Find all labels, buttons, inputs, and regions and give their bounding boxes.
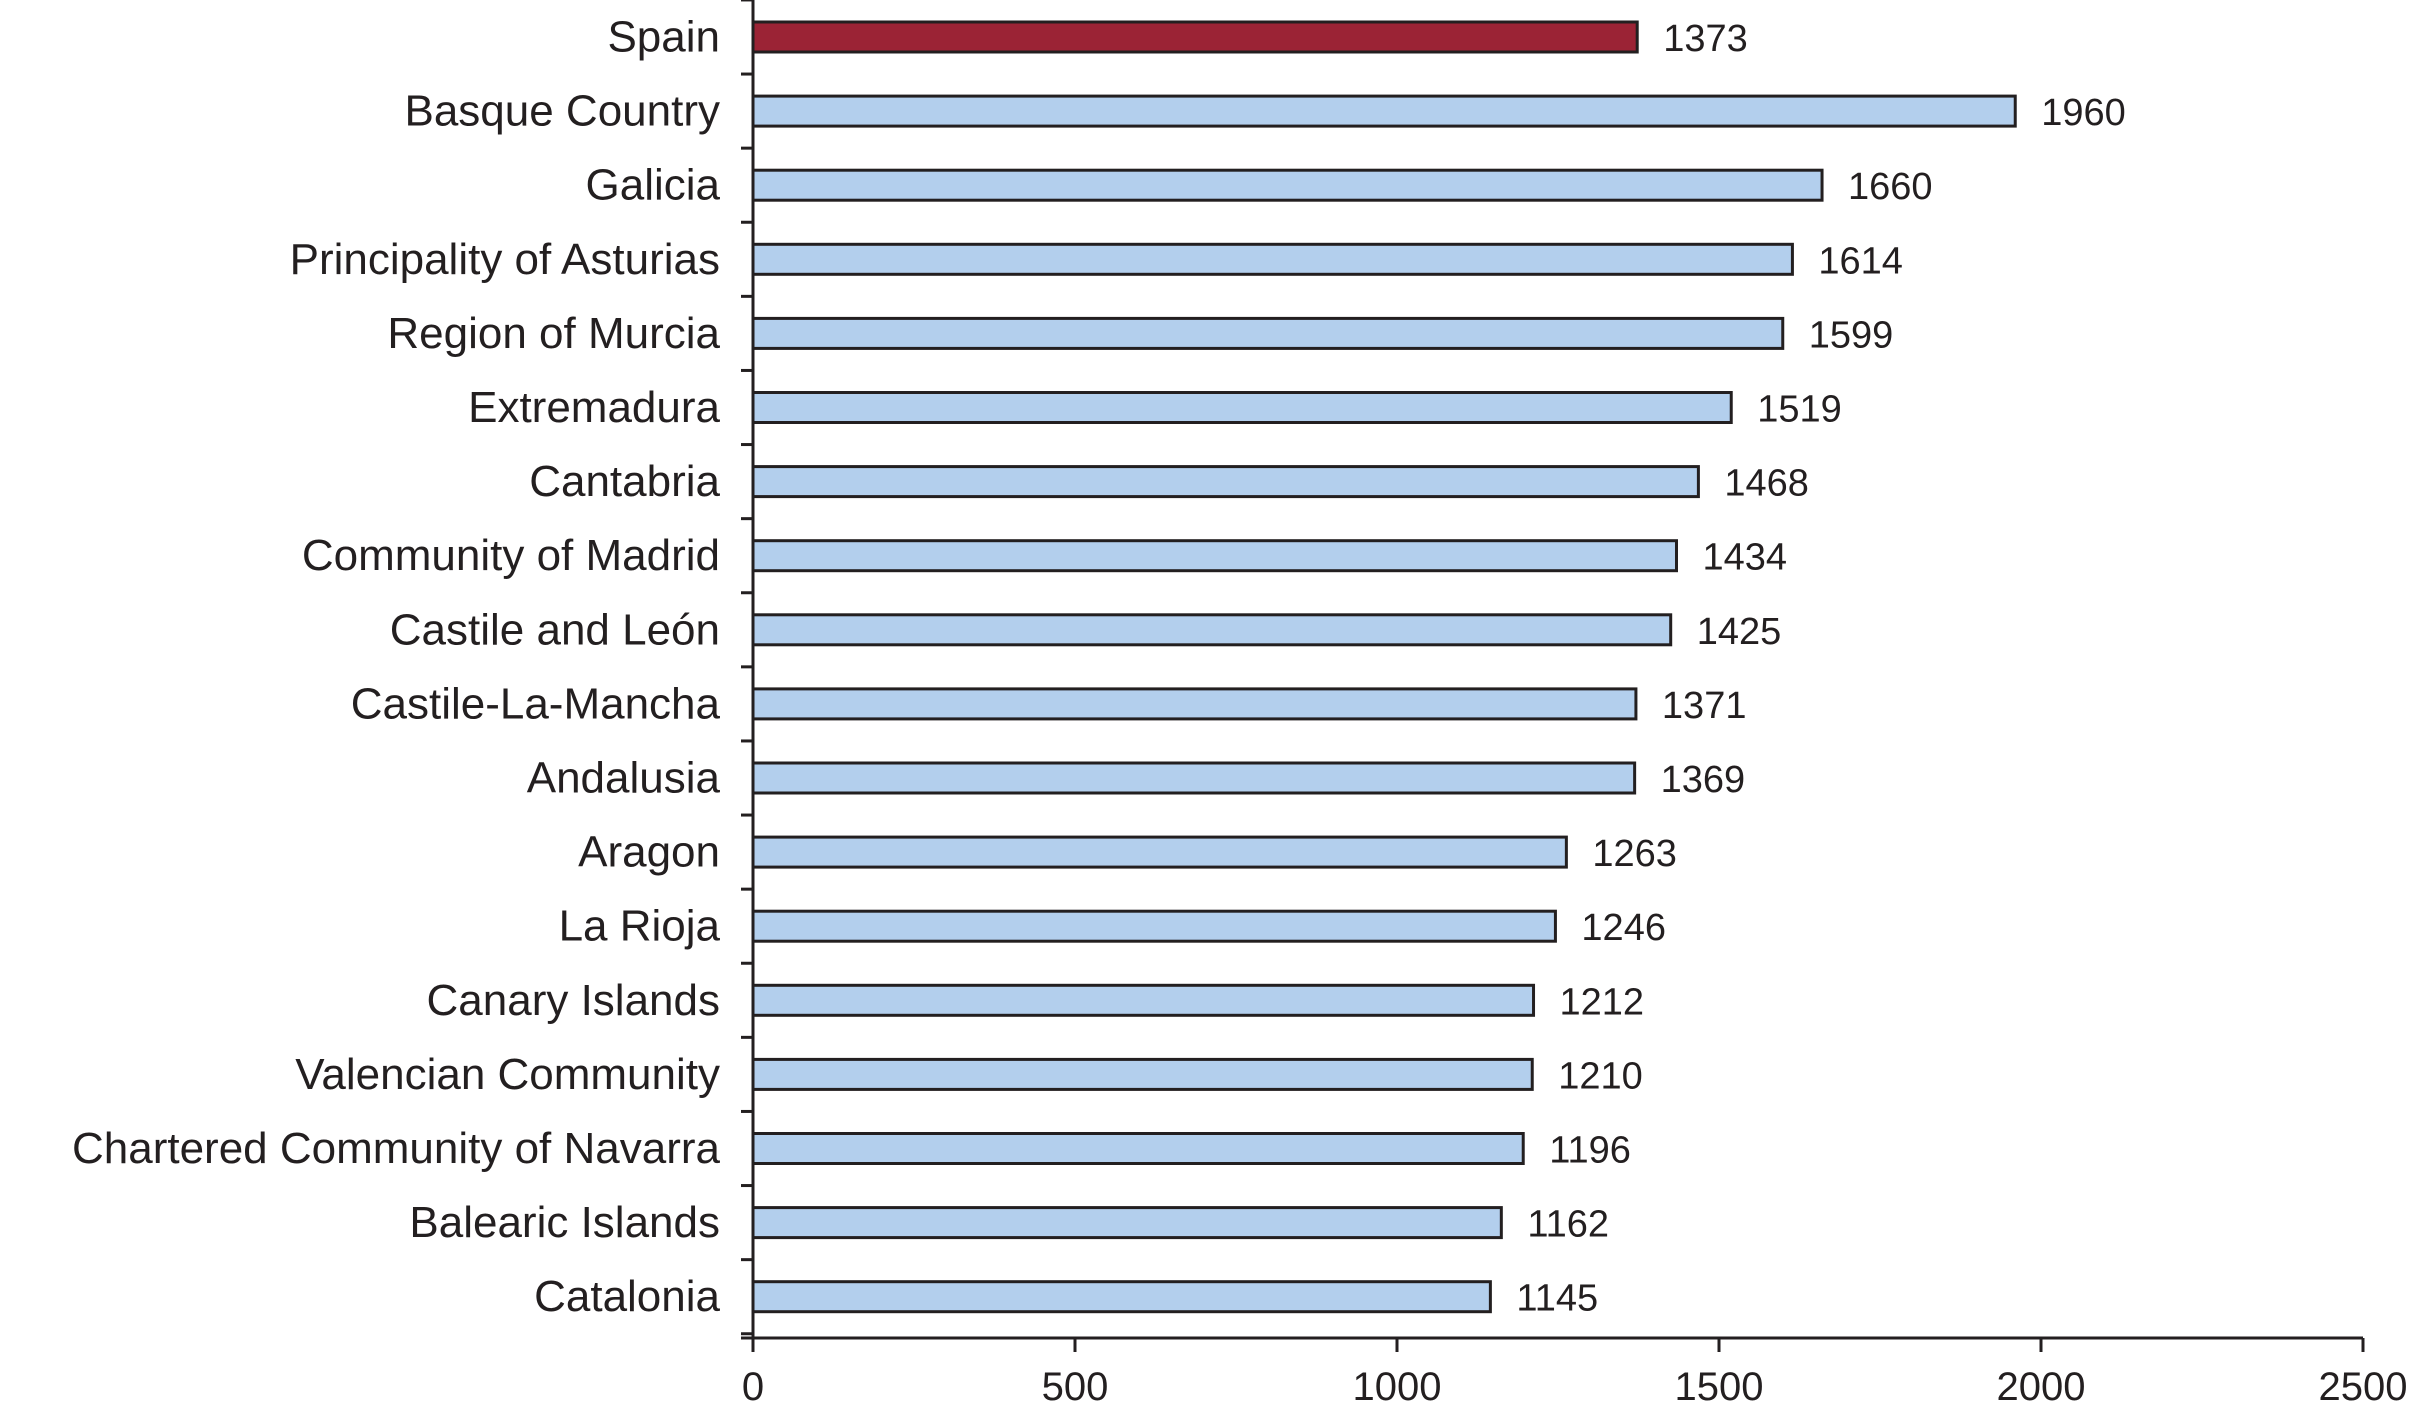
bar-andalusia <box>751 761 1637 795</box>
category-label-chartered-community-of-navarra: Chartered Community of Navarra <box>72 1124 721 1173</box>
value-label-canary-islands: 1212 <box>1560 981 1645 1023</box>
value-label-extremadura: 1519 <box>1757 389 1842 431</box>
bar-principality-of-asturias <box>751 242 1794 276</box>
category-label-castile-la-mancha: Castile-La-Mancha <box>351 679 721 728</box>
category-label-extremadura: Extremadura <box>468 383 720 432</box>
bar-castile-and-leon <box>751 613 1673 647</box>
bars-group <box>751 20 2017 1314</box>
value-label-balearic-islands: 1162 <box>1527 1204 1609 1246</box>
bar-chartered-community-of-navarra <box>751 1132 1525 1165</box>
x-tick-label-500: 500 <box>1042 1365 1109 1409</box>
category-label-principality-of-asturias: Principality of Asturias <box>290 235 720 284</box>
value-label-la-rioja: 1246 <box>1581 907 1666 949</box>
x-tick-label-0: 0 <box>742 1365 764 1409</box>
value-label-galicia: 1660 <box>1848 166 1933 208</box>
bar-basque-country <box>751 94 2017 128</box>
bar-community-of-madrid <box>751 539 1678 573</box>
value-label-chartered-community-of-navarra: 1196 <box>1549 1130 1631 1172</box>
value-label-andalusia: 1369 <box>1661 759 1746 801</box>
value-label-spain: 1373 <box>1663 18 1748 60</box>
category-label-la-rioja: La Rioja <box>559 902 721 951</box>
bar-extremadura <box>751 391 1733 424</box>
axes-group: 0 500 1000 1500 2000 2500 <box>741 0 2407 1409</box>
category-label-balearic-islands: Balearic Islands <box>409 1198 720 1247</box>
bar-spain <box>751 20 1639 54</box>
value-label-cantabria: 1468 <box>1724 463 1809 505</box>
value-label-catalonia: 1145 <box>1516 1278 1598 1320</box>
value-labels: 1373 1960 1660 1614 1599 1519 1468 1434 1425 1371… <box>1516 18 2125 1320</box>
bar-canary-islands <box>751 983 1536 1017</box>
category-label-cantabria: Cantabria <box>529 457 720 506</box>
x-tick-label-1500: 1500 <box>1675 1365 1764 1409</box>
value-label-principality-of-asturias: 1614 <box>1818 240 1903 282</box>
category-label-canary-islands: Canary Islands <box>427 976 720 1025</box>
category-label-basque-country: Basque Country <box>404 87 720 136</box>
x-tick-label-2500: 2500 <box>2319 1365 2408 1409</box>
bar-region-of-murcia <box>751 316 1785 350</box>
category-label-spain: Spain <box>607 13 720 62</box>
category-labels: Spain Basque Country Galicia Principality o… <box>72 13 721 1322</box>
category-label-castile-and-leon: Castile and León <box>390 605 720 654</box>
x-tick-label-1000: 1000 <box>1353 1365 1442 1409</box>
category-label-region-of-murcia: Region of Murcia <box>387 309 720 358</box>
category-label-aragon: Aragon <box>578 828 720 877</box>
bar-valencian-community <box>751 1057 1534 1091</box>
bar-galicia <box>751 168 1824 202</box>
bar-catalonia <box>751 1280 1492 1314</box>
bar-cantabria <box>751 465 1700 499</box>
value-label-valencian-community: 1210 <box>1558 1055 1643 1097</box>
bar-aragon <box>751 835 1568 869</box>
bar-balearic-islands <box>751 1206 1503 1240</box>
value-label-region-of-murcia: 1599 <box>1809 314 1894 356</box>
value-label-basque-country: 1960 <box>2041 92 2126 134</box>
bar-la-rioja <box>751 909 1557 943</box>
category-label-galicia: Galicia <box>586 161 721 210</box>
category-label-valencian-community: Valencian Community <box>295 1050 720 1099</box>
value-label-community-of-madrid: 1434 <box>1702 537 1787 579</box>
category-label-catalonia: Catalonia <box>534 1272 720 1321</box>
category-label-community-of-madrid: Community of Madrid <box>302 531 720 580</box>
value-label-castile-la-mancha: 1371 <box>1662 685 1747 727</box>
category-label-andalusia: Andalusia <box>527 754 721 803</box>
bar-castile-la-mancha <box>751 687 1638 721</box>
value-label-castile-and-leon: 1425 <box>1697 611 1782 653</box>
x-tick-label-2000: 2000 <box>1997 1365 2086 1409</box>
value-label-aragon: 1263 <box>1592 833 1677 875</box>
